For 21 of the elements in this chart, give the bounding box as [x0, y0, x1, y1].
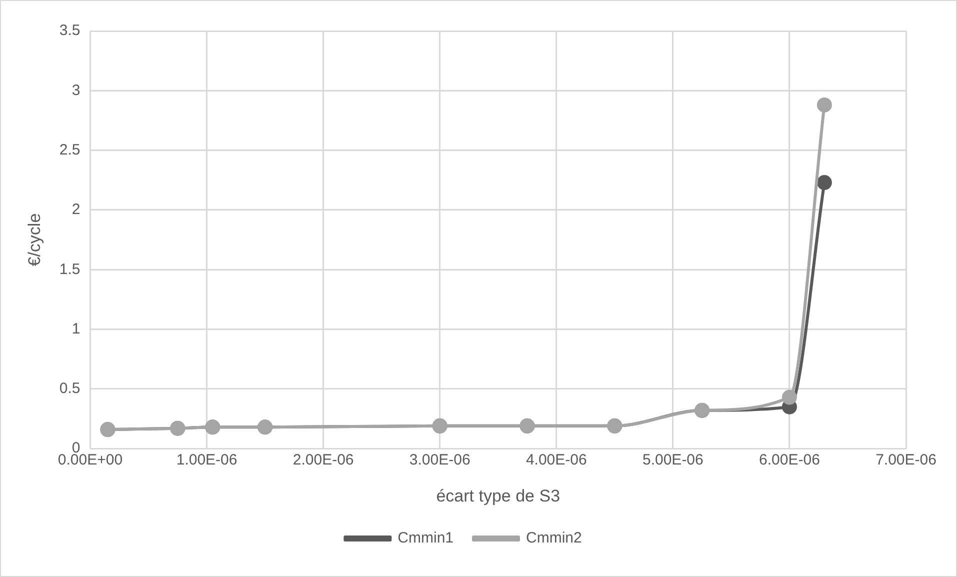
y-tick-label: 0.5 — [59, 380, 80, 398]
point — [816, 97, 832, 112]
y-tick-label: 3.5 — [59, 22, 80, 40]
y-tick-label: 1.5 — [59, 260, 80, 278]
x-axis-title: écart type de S3 — [436, 486, 560, 506]
y-tick-label: 3 — [72, 82, 80, 99]
x-tick-label: 2.00E-06 — [292, 452, 354, 469]
y-tick-label: 2.5 — [59, 141, 80, 158]
x-tick-label: 4.00E-06 — [526, 452, 587, 469]
legend-label: Cmmin1 — [398, 530, 454, 547]
y-axis-title: €/cycle — [24, 213, 44, 266]
x-tick-label: 1.00E-06 — [176, 452, 238, 469]
x-tick-label: 3.00E-06 — [409, 452, 470, 469]
y-tick-label: 1 — [72, 320, 80, 338]
point — [816, 175, 832, 190]
y-tick-label: 2 — [72, 201, 80, 218]
legend-label: Cmmin2 — [526, 530, 582, 547]
x-tick-label: 6.00E-06 — [759, 452, 820, 469]
point — [782, 390, 797, 405]
x-tick-label: 7.00E-06 — [876, 452, 936, 469]
x-tick-label: 5.00E-06 — [642, 452, 704, 469]
